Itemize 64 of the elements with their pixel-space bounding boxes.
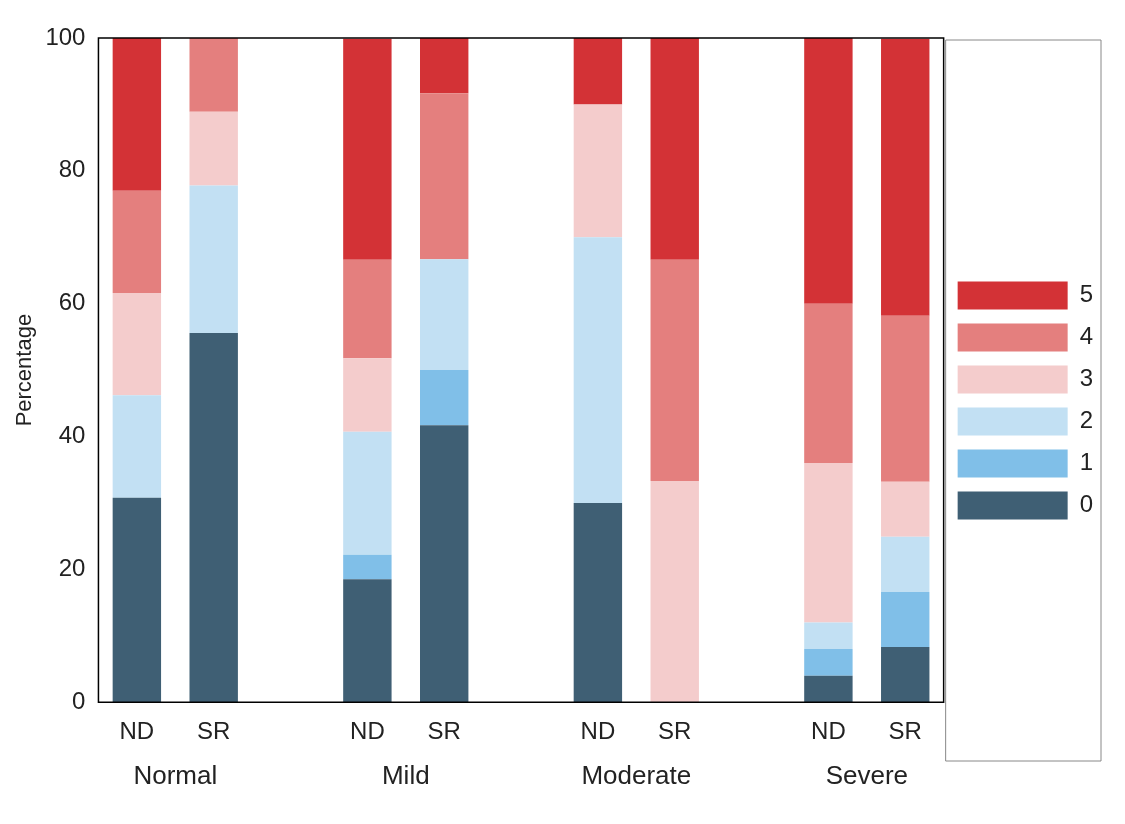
x-tick-label: SR — [427, 717, 461, 745]
bar — [343, 554, 392, 580]
bar — [189, 38, 238, 112]
bar — [189, 185, 238, 333]
bar — [881, 481, 930, 537]
bar — [343, 38, 392, 260]
text: Severe — [825, 760, 909, 791]
x-tick-label: SR — [197, 717, 231, 745]
legend-label: 5 — [1079, 280, 1094, 308]
bar — [881, 315, 930, 482]
legend-label: 3 — [1079, 364, 1094, 392]
x-tick-label: ND — [811, 717, 846, 745]
legend-label: 4 — [1079, 322, 1094, 350]
y-tick-label: 20 — [58, 553, 86, 581]
x-tick-label: SR — [888, 717, 922, 745]
bar — [804, 38, 853, 304]
legend-label: 1 — [1079, 448, 1094, 476]
bar — [804, 303, 853, 464]
legend-label: 0 — [1079, 490, 1094, 518]
bar — [112, 395, 162, 498]
bar — [420, 259, 469, 371]
y-tick-label: 0 — [72, 686, 86, 714]
bar — [112, 38, 162, 191]
x-tick-label: ND — [119, 717, 155, 745]
bar — [881, 591, 930, 648]
x-tick-label: ND — [580, 717, 616, 745]
bar — [343, 358, 392, 432]
y-tick-label: 40 — [58, 421, 86, 449]
y-tick-label: 60 — [58, 288, 86, 316]
text: Moderate — [581, 760, 692, 791]
bar — [804, 675, 853, 703]
bar — [881, 647, 930, 703]
bar — [881, 536, 930, 592]
text: Normal — [133, 760, 218, 791]
bar — [573, 104, 623, 238]
bar — [650, 259, 699, 482]
bar — [573, 38, 623, 105]
bar — [112, 293, 162, 396]
y-tick-label: 80 — [58, 155, 86, 183]
bar — [420, 425, 469, 703]
bar — [189, 111, 238, 186]
bar — [573, 502, 623, 703]
text: Mild — [381, 760, 430, 791]
bar — [881, 38, 930, 316]
bar — [650, 38, 699, 260]
x-tick-label: SR — [658, 717, 692, 745]
bar — [804, 463, 853, 623]
bar — [420, 370, 469, 426]
bar — [112, 190, 162, 294]
bar — [650, 481, 699, 703]
bar — [420, 38, 469, 94]
y-axis-title: Percentage — [11, 313, 37, 427]
bar — [420, 93, 469, 260]
bar — [573, 237, 623, 503]
bar — [804, 622, 853, 650]
legend-label: 2 — [1079, 406, 1094, 434]
bar — [804, 649, 853, 676]
bar — [112, 497, 162, 703]
x-tick-label: ND — [350, 717, 385, 745]
bar — [189, 332, 238, 703]
y-tick-label: 100 — [45, 22, 86, 50]
bar — [343, 579, 392, 703]
bar — [343, 259, 392, 359]
bar — [343, 431, 392, 555]
